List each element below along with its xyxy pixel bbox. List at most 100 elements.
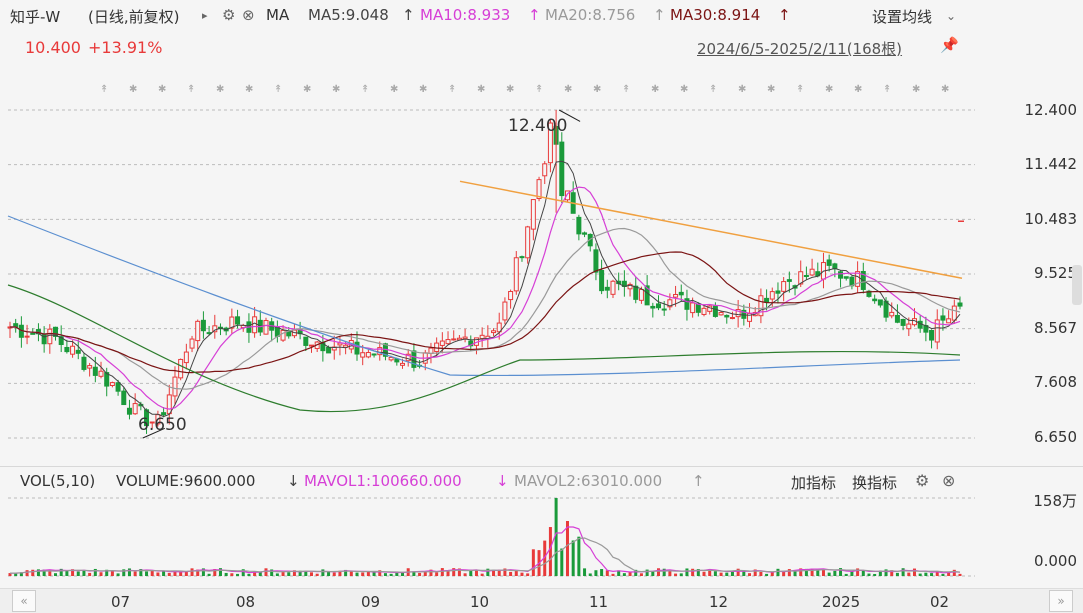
volume-bar [150, 570, 154, 576]
candle-body [104, 372, 110, 387]
candle-body [906, 323, 912, 330]
price-tick: 10.483 [1024, 210, 1078, 228]
mavol1-value: MAVOL1:100660.000 [304, 472, 462, 490]
settings-ma-button[interactable]: 设置均线 [872, 8, 933, 26]
chart-mode[interactable]: (日线,前复权) [88, 8, 180, 26]
candle-body [769, 291, 775, 300]
event-marker: ↟ [361, 84, 369, 95]
pin-icon[interactable]: 📌 [940, 36, 959, 54]
volume-chart[interactable] [0, 480, 1083, 586]
candle-body [667, 299, 673, 308]
volume-bar [952, 569, 956, 576]
candle-body [599, 269, 605, 292]
close-icon[interactable]: ⊗ [942, 471, 956, 490]
candle-body [200, 319, 206, 332]
month-label: 2025 [822, 593, 861, 611]
stock-title[interactable]: 知乎-W [10, 8, 61, 26]
candle-body [491, 330, 497, 334]
close-icon[interactable]: ⊗ [242, 6, 255, 24]
event-marker: ✱ [506, 84, 514, 95]
volume-bar [645, 569, 649, 576]
candle-body [445, 339, 451, 345]
candle-body [644, 285, 650, 306]
scroll-left-button[interactable]: « [12, 590, 36, 612]
candle-body [98, 370, 104, 377]
candle-body [513, 257, 519, 292]
candle-body [735, 309, 741, 318]
volume-bar [895, 572, 899, 576]
event-marker: ✱ [651, 84, 659, 95]
candle-body [212, 325, 218, 333]
volume-trend-icon: ↓ [287, 472, 300, 490]
month-label: 09 [361, 593, 381, 611]
chevron-down-icon[interactable]: ⌄ [946, 9, 957, 23]
volume-bar [19, 572, 23, 576]
volume-bar [799, 568, 803, 576]
add-indicator-button[interactable]: 加指标 [791, 474, 837, 492]
event-marker: ✱ [245, 84, 253, 95]
volume-bar [844, 573, 848, 576]
volume-bar [873, 573, 877, 576]
volume-bar [782, 571, 786, 576]
volume-bar [327, 571, 331, 576]
volume-bar [560, 548, 564, 576]
candle-body [508, 290, 514, 301]
volume-bar [833, 570, 837, 576]
volume-bar [167, 572, 171, 576]
candle-body [855, 271, 861, 287]
candle-body [547, 122, 553, 164]
event-marker: ↟ [883, 84, 891, 95]
candle-body [729, 317, 735, 320]
gear-icon[interactable]: ⚙ [915, 471, 930, 490]
event-marker: ↟ [187, 84, 195, 95]
volume-bar [48, 569, 52, 576]
candlestick-chart[interactable]: ↟ ✱ ✱ ↟ ✱ ✱ ↟ ✱ ✱ ↟ ✱ ✱ ↟ ✱ ✱ ↟ ✱ ✱ ↟ ✱ ✱ ↟ ✱ ✱ ↟ ✱ ✱ ↟ ✱ ✱ [0, 60, 1083, 466]
candle-body [183, 351, 189, 364]
volume-bar [184, 571, 188, 576]
volume-bar [793, 570, 797, 576]
vol-label[interactable]: VOL(5,10) [20, 472, 96, 490]
candle-body [439, 340, 445, 346]
volume-bar [713, 571, 717, 576]
candle-body [229, 316, 235, 329]
volume-bar [514, 570, 518, 576]
volume-bar [298, 570, 302, 576]
volume-bar [332, 572, 336, 576]
volume-bar [383, 573, 387, 576]
month-label: 02 [930, 593, 950, 611]
volume-bar [224, 572, 228, 576]
candle-body [564, 190, 570, 201]
volume-bar [924, 572, 928, 576]
event-marker: ✱ [129, 84, 137, 95]
volume-bar [196, 569, 200, 576]
candle-body [87, 365, 93, 369]
price-tick: 8.567 [1034, 319, 1077, 337]
volume-value: VOLUME:9600.000 [116, 472, 256, 490]
volume-bar [941, 573, 945, 576]
event-marker: ↟ [535, 84, 543, 95]
candle-body [166, 394, 172, 415]
switch-indicator-button[interactable]: 换指标 [852, 474, 898, 492]
volume-bar [435, 572, 439, 576]
candle-body [661, 308, 667, 311]
scroll-right-button[interactable]: » [1049, 590, 1073, 612]
gear-icon[interactable]: ⚙ [222, 6, 236, 24]
date-range[interactable]: 2024/6/5-2025/2/11(168根) [697, 40, 903, 58]
volume-bar [361, 572, 365, 576]
candle-body [690, 302, 696, 314]
expand-arrow-icon[interactable]: ▸ [202, 9, 208, 22]
candle-body [946, 318, 952, 324]
volume-bar [691, 568, 695, 576]
event-marker: ↟ [100, 84, 108, 95]
volume-bar [787, 569, 791, 576]
volume-axis-bottom: 0.000 [1034, 552, 1077, 570]
candle-body [280, 329, 286, 341]
candle-body [126, 407, 132, 415]
side-handle[interactable] [1072, 265, 1082, 305]
high-annotation: 12.400 [508, 116, 568, 136]
candle-body [519, 256, 525, 259]
candle-body [189, 338, 195, 349]
event-marker: ✱ [419, 84, 427, 95]
candle-body [872, 298, 878, 302]
event-marker: ↟ [448, 84, 456, 95]
